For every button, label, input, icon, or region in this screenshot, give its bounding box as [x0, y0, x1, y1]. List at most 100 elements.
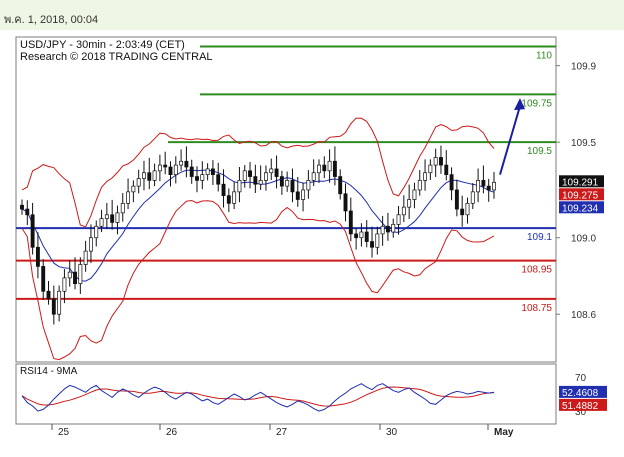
candle-body — [412, 189, 417, 200]
header-bar: พ.ค. 1, 2018, 00:04 — [0, 0, 624, 30]
forecast-arrow-head — [514, 98, 525, 111]
candle-body — [232, 191, 237, 204]
candle-body — [481, 180, 486, 187]
candle-body — [370, 241, 374, 248]
candle-body — [173, 164, 178, 175]
candle-body — [338, 176, 343, 195]
candle-body — [200, 174, 205, 181]
candle-body — [104, 214, 109, 219]
chart-subtitle: Research © 2018 TRADING CENTRAL — [20, 51, 213, 63]
rsi-badge-label: 52.4608 — [562, 388, 599, 399]
x-tick-label: 26 — [166, 427, 178, 438]
candle-body — [306, 180, 311, 191]
candle-body — [486, 185, 491, 191]
candle-body — [274, 168, 279, 177]
candle-body — [57, 290, 62, 315]
candle-body — [20, 204, 24, 210]
rsi-y-tick-label: 30 — [575, 407, 587, 418]
candle-body — [332, 160, 337, 177]
forecast-arrow-layer — [499, 98, 525, 175]
candle-body — [423, 172, 428, 181]
candle-body — [88, 237, 93, 252]
rsi-y-tick-label: 70 — [575, 373, 587, 384]
candle-body — [258, 180, 263, 185]
candle-body — [343, 193, 348, 212]
level-label: 109.75 — [521, 98, 552, 109]
candle-body — [99, 218, 104, 227]
candle-body — [147, 172, 152, 181]
candle-body — [301, 189, 306, 200]
candle-body — [41, 266, 46, 292]
candle-body — [327, 160, 332, 172]
candle-body — [142, 172, 146, 179]
axis-ticks: 109.9 109.5 109.0 108.6 25 26 27 30 May 70 30 — [51, 62, 596, 438]
candle-body — [189, 166, 194, 177]
candle-body — [242, 170, 247, 181]
price-badge — [559, 201, 604, 214]
candle-body — [311, 172, 316, 181]
candle-body — [25, 208, 30, 216]
candle-body — [322, 164, 327, 172]
candle-body — [179, 160, 184, 166]
candle-body — [354, 233, 359, 239]
level-label: 109.1 — [527, 232, 552, 243]
candle-body — [492, 181, 496, 191]
candle-body — [290, 180, 295, 193]
bollinger-bands — [21, 117, 495, 361]
candle-body — [30, 214, 35, 248]
candle-body — [163, 164, 168, 168]
candle-body — [359, 231, 364, 239]
candle-body — [269, 168, 274, 174]
price-badge-label: 109.275 — [562, 190, 599, 201]
price-badge — [559, 175, 604, 188]
candle-body — [401, 206, 406, 216]
candle-body — [120, 202, 125, 214]
candle-body — [78, 264, 83, 284]
candle-body — [476, 180, 481, 193]
candle-body — [205, 168, 210, 175]
price-panel-frame — [15, 36, 557, 363]
candle-body — [364, 231, 369, 242]
x-tick-label: 27 — [276, 427, 288, 438]
levels-layer: 110 109.75 109.5 109.1 108.95 108.75 — [16, 45, 556, 314]
bollinger-lower — [21, 199, 495, 361]
candle-body — [157, 164, 162, 172]
price-badges: 109.291 109.275 109.234 52.4608 51.4882 — [559, 175, 607, 412]
candle-body — [237, 180, 242, 193]
candle-body — [317, 164, 321, 174]
candle-body — [375, 233, 380, 248]
candle-body — [221, 183, 226, 197]
candle-body — [285, 180, 290, 187]
candle-body — [51, 298, 56, 315]
candle-body — [391, 224, 396, 233]
x-tick-label: 30 — [386, 427, 398, 438]
rsi-panel-frame — [15, 363, 557, 425]
candle-body — [444, 164, 449, 175]
candle-body — [94, 225, 99, 239]
candle-body — [295, 191, 300, 200]
level-label: 110 — [536, 51, 552, 62]
candle-body — [62, 277, 67, 292]
candle-body — [253, 176, 258, 185]
candle-body — [428, 164, 433, 174]
price-badge-label: 109.291 — [562, 177, 599, 188]
candle-body — [279, 176, 284, 187]
y-tick-label: 109.9 — [571, 62, 596, 73]
candle-body — [195, 176, 199, 181]
candle-body — [67, 271, 72, 279]
candles-layer — [20, 145, 496, 325]
candle-body — [407, 199, 412, 208]
candle-body — [264, 172, 268, 181]
candle-body — [465, 202, 470, 216]
x-tick-label: 25 — [58, 427, 70, 438]
candle-body — [470, 191, 475, 204]
x-tick-label: May — [494, 427, 514, 438]
candle-body — [226, 195, 231, 204]
forecast-arrow-shaft — [499, 105, 521, 175]
candle-body — [439, 157, 443, 166]
price-badge-label: 109.234 — [562, 203, 599, 214]
rsi-badge — [559, 385, 607, 398]
candle-body — [385, 225, 390, 233]
level-label: 109.5 — [527, 146, 552, 157]
